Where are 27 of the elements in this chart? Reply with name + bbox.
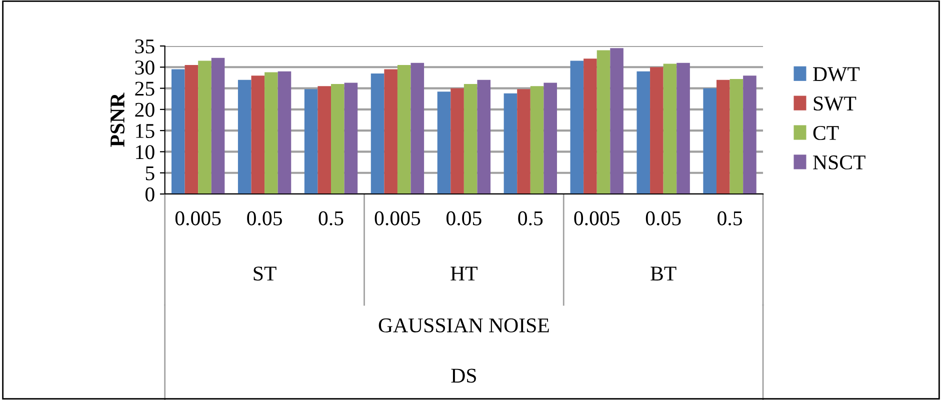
x-tick-label: 0.5 [518,211,543,226]
x-tick-label: 0.05 [247,211,282,226]
y-tick-label: 35 [135,39,154,54]
text: HT [450,266,478,280]
y-tick-label: 0 [146,187,154,202]
x-tick-label: 0.005 [374,211,420,226]
text: GAUSSIAN NOISE [378,318,549,332]
text: ST [254,266,276,281]
x-tick-label: 0.5 [318,211,344,226]
y-tick-label: 5 [146,166,154,180]
y-tick-label: 10 [136,145,154,160]
y-tick-label: 30 [135,60,154,75]
legend-label: CT [813,126,839,140]
x-tick-label: 0.005 [175,211,221,226]
x-tick-label: 0.005 [574,211,620,226]
y-axis-title: PSNR [110,92,125,147]
x-tick-label: 0.05 [646,211,681,226]
x-tick-label: 0.05 [446,211,482,226]
text: BT [650,266,676,280]
y-tick-label: 25 [135,82,154,96]
x-tick-label: 0.5 [718,211,742,226]
legend-label: SWT [814,96,856,111]
y-tick-label: 20 [135,102,154,117]
legend-label: DWT [813,67,860,82]
text: DS [451,368,476,383]
y-tick-label: 15 [136,124,154,138]
legend-label: NSCT [813,155,866,170]
